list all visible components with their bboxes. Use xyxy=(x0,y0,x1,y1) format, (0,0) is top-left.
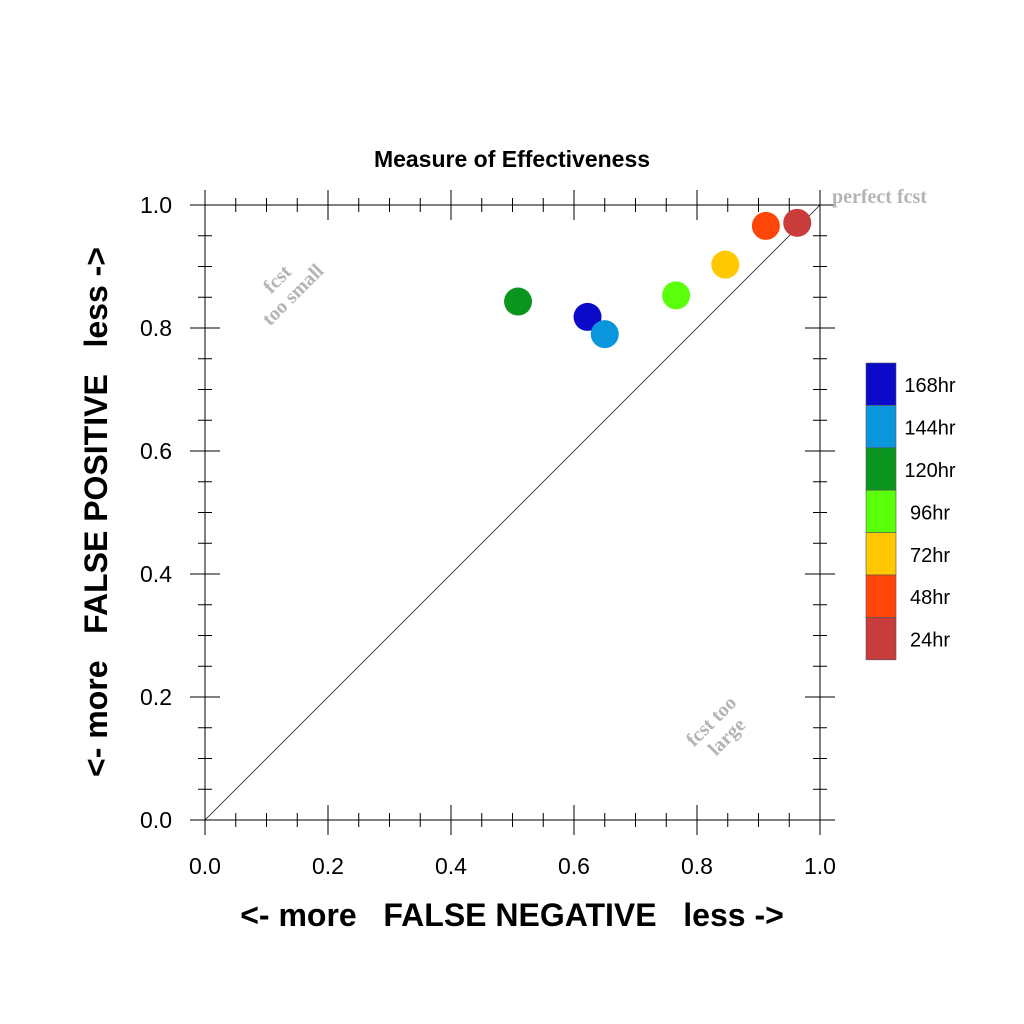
y-tick-labels: 0.0 0.2 0.4 0.6 0.8 1.0 xyxy=(140,192,172,833)
legend-label-168hr: 168hr xyxy=(904,375,955,397)
x-tick-label: 0.4 xyxy=(435,853,467,879)
data-point-120hr xyxy=(504,287,533,316)
x-tick-label: 0.6 xyxy=(558,853,590,879)
legend-swatch-144hr xyxy=(865,405,897,449)
data-points xyxy=(504,208,812,349)
annotation-fcst-too-large: fcst too large xyxy=(682,692,750,760)
y-tick-label: 0.6 xyxy=(140,438,172,464)
legend-swatch-96hr xyxy=(865,489,897,533)
legend-swatch-24hr xyxy=(865,617,897,661)
y-tick-label: 0.8 xyxy=(140,315,172,341)
legend-swatch-72hr xyxy=(865,532,897,576)
legend-label-120hr: 120hr xyxy=(904,460,955,482)
legend-label-48hr: 48hr xyxy=(910,587,950,609)
data-point-144hr xyxy=(590,320,619,349)
y-tick-label: 0.4 xyxy=(140,561,172,587)
data-point-168hr xyxy=(573,302,602,331)
data-point-72hr xyxy=(711,250,740,279)
x-axis-label: <- more FALSE NEGATIVE less -> xyxy=(240,897,784,933)
y-tick-label: 1.0 xyxy=(140,192,172,218)
legend: 168hr 144hr 120hr 96hr 72hr 48hr 24hr xyxy=(865,362,956,661)
data-point-48hr xyxy=(751,211,780,240)
legend-label-72hr: 72hr xyxy=(910,545,950,567)
x-tick-label: 0.0 xyxy=(189,853,221,879)
y-tick-label: 0.0 xyxy=(140,807,172,833)
chart-title: Measure of Effectiveness xyxy=(374,146,650,172)
diagonal-line xyxy=(204,204,821,821)
y-tick-label: 0.2 xyxy=(140,684,172,710)
legend-label-96hr: 96hr xyxy=(910,502,950,524)
data-point-96hr xyxy=(662,281,691,310)
x-tick-labels: 0.0 0.2 0.4 0.6 0.8 1.0 xyxy=(189,853,836,879)
x-tick-label: 1.0 xyxy=(804,853,836,879)
legend-swatch-120hr xyxy=(865,447,897,491)
annotation-small-line2: too small xyxy=(258,260,328,330)
legend-label-144hr: 144hr xyxy=(904,418,955,440)
axis-ticks xyxy=(190,190,835,835)
x-tick-label: 0.2 xyxy=(312,853,344,879)
legend-swatch-48hr xyxy=(865,574,897,618)
legend-label-24hr: 24hr xyxy=(910,630,950,652)
y-axis-label: <- more FALSE POSITIVE less -> xyxy=(78,247,114,777)
annotation-fcst-too-small: fcst too small xyxy=(258,260,328,330)
legend-swatch-168hr xyxy=(865,362,897,406)
x-tick-label: 0.8 xyxy=(681,853,713,879)
data-point-24hr xyxy=(783,208,812,237)
annotation-perfect-fcst: perfect fcst xyxy=(832,186,927,208)
